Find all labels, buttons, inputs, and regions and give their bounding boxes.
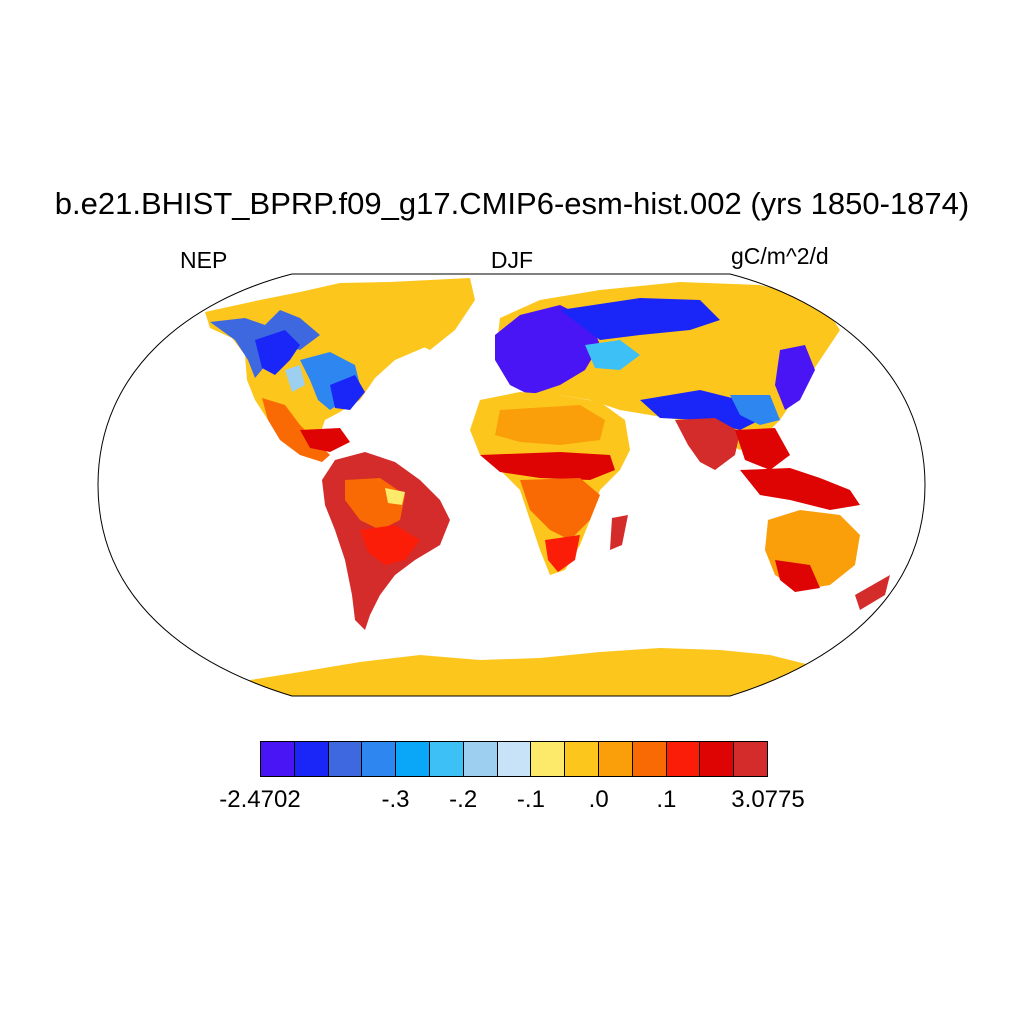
colorbar-tick-label: -.2 (449, 786, 478, 813)
variable-label: NEP (180, 247, 228, 273)
colorbar-tick-label: 3.0775 (731, 786, 805, 813)
colorbar-box: #3cc0f5 (429, 742, 464, 776)
units-label: gC/m^2/d (731, 243, 829, 269)
europe-cold (495, 305, 600, 395)
colorbar-box: #fcc61d (565, 742, 599, 776)
colorbar-box: #c8e3f7 (497, 742, 532, 776)
map-border (97, 273, 926, 697)
colorbar-tick-label: .1 (656, 786, 677, 813)
colorbar-box: #fb1d07 (666, 742, 701, 776)
colorbar-tick-label: .0 (588, 786, 609, 813)
plot-title: b.e21.BHIST_BPRP.f09_g17.CMIP6-esm-hist.… (54, 186, 970, 221)
colorbar-box: #d42b2b (734, 742, 767, 776)
colorbar-tick-label: -.3 (381, 786, 410, 813)
season-label: DJF (490, 247, 534, 273)
colorbar-tick-label: -2.4702 (219, 786, 301, 813)
land-layer (205, 278, 890, 696)
colorbar-box: #de0404 (700, 742, 735, 776)
colorbar-box: #0aa6f8 (396, 742, 430, 776)
colorbar-tick-label: -.1 (516, 786, 545, 813)
colorbar-box: #fa9e0a (598, 742, 633, 776)
colorbar-box: #fa6a04 (632, 742, 667, 776)
colorbar-box: #2e86f0 (362, 742, 397, 776)
colorbar-box: #9ccff0 (463, 742, 498, 776)
colorbar-box: #3d68e0 (328, 742, 363, 776)
india (675, 418, 740, 470)
antarctica (240, 648, 810, 696)
greenland (390, 278, 475, 350)
colorbar-box: #1a25f8 (294, 742, 329, 776)
colorbar: #4a15f5#1a25f8#3d68e0#2e86f0#0aa6f8#3cc0… (260, 741, 768, 777)
colorbar-box: #4a15f5 (261, 742, 295, 776)
colorbar-box: #fde96a (531, 742, 566, 776)
